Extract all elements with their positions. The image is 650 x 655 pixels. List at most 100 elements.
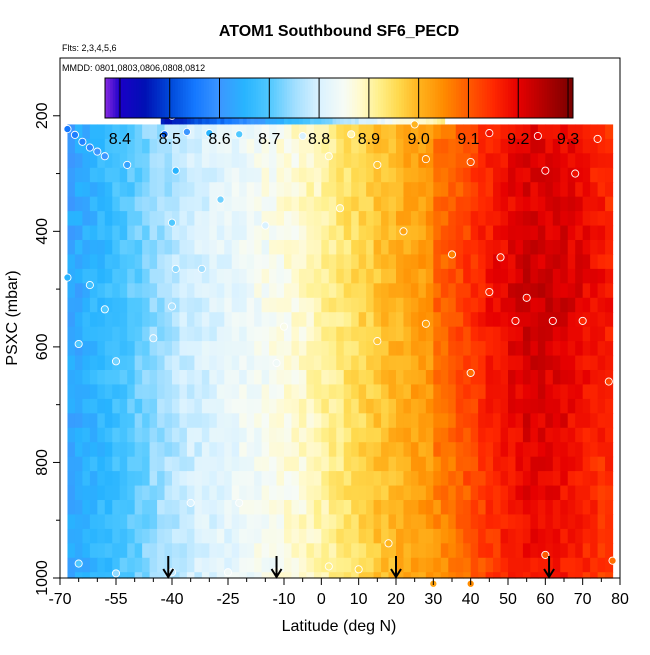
- heatmap-cell: [433, 283, 442, 299]
- heatmap-cell: [246, 297, 255, 313]
- colorbar-segment: [391, 78, 395, 118]
- heatmap-cell: [381, 398, 390, 414]
- heatmap-cell: [67, 341, 76, 357]
- heatmap-cell: [403, 225, 412, 241]
- colorbar-segment: [193, 78, 197, 118]
- y-axis-label: PSXC (mbar): [4, 270, 21, 365]
- heatmap-cell: [142, 312, 151, 328]
- heatmap-cell: [508, 341, 517, 357]
- heatmap-cell: [306, 355, 315, 371]
- heatmap-cell: [575, 456, 584, 472]
- heatmap-cell: [172, 500, 181, 516]
- heatmap-cell: [567, 500, 576, 516]
- heatmap-cell: [508, 572, 517, 579]
- heatmap-cell: [567, 138, 576, 154]
- heatmap-cell: [186, 485, 195, 501]
- heatmap-cell: [276, 182, 285, 198]
- heatmap-cell: [239, 225, 248, 241]
- heatmap-cell: [239, 138, 248, 154]
- heatmap-cell: [448, 167, 457, 183]
- heatmap-cell: [231, 485, 240, 501]
- heatmap-cell: [440, 557, 449, 573]
- heatmap-cell: [231, 370, 240, 386]
- colorbar-segment: [149, 78, 153, 118]
- heatmap-cell: [82, 485, 91, 501]
- heatmap-cell: [463, 528, 472, 544]
- heatmap-cell: [112, 384, 121, 400]
- heatmap-cell: [239, 471, 248, 487]
- heatmap-cell: [89, 427, 98, 443]
- heatmap-cell: [269, 471, 278, 487]
- heatmap-cell: [254, 124, 263, 140]
- heatmap-cell: [194, 167, 203, 183]
- heatmap-cell: [605, 182, 614, 198]
- heatmap-cell: [321, 268, 330, 284]
- heatmap-cell: [269, 167, 278, 183]
- heatmap-cell: [112, 283, 121, 299]
- heatmap-cell: [455, 182, 464, 198]
- heatmap-cell: [590, 543, 599, 559]
- heatmap-cell: [597, 442, 606, 458]
- heatmap-cell: [418, 384, 427, 400]
- heatmap-cell: [493, 456, 502, 472]
- sample-point: [511, 316, 520, 325]
- heatmap-cell: [291, 572, 300, 579]
- heatmap-cell: [433, 514, 442, 530]
- heatmap-cell: [194, 182, 203, 198]
- heatmap-cell: [157, 427, 166, 443]
- heatmap-cell: [448, 413, 457, 429]
- colorbar-segment: [284, 78, 288, 118]
- heatmap-cell: [201, 370, 210, 386]
- heatmap-cell: [284, 485, 293, 501]
- heatmap-cell: [67, 557, 76, 573]
- heatmap-cell: [515, 211, 524, 227]
- heatmap-cell: [89, 225, 98, 241]
- heatmap-cell: [216, 153, 225, 169]
- heatmap-cell: [142, 283, 151, 299]
- heatmap-cell: [522, 442, 531, 458]
- heatmap-cell: [530, 384, 539, 400]
- heatmap-cell: [172, 124, 181, 140]
- heatmap-cell: [336, 341, 345, 357]
- heatmap-cell: [478, 225, 487, 241]
- heatmap-cell: [530, 196, 539, 212]
- heatmap-cell: [500, 138, 509, 154]
- heatmap-cell: [343, 572, 352, 579]
- heatmap-cell: [201, 138, 210, 154]
- heatmap-cell: [440, 384, 449, 400]
- colorbar-segment: [305, 78, 309, 118]
- heatmap-cell: [530, 312, 539, 328]
- colorbar-tick-label: 9.2: [507, 131, 529, 148]
- heatmap-cell: [216, 254, 225, 270]
- heatmap-cell: [552, 124, 561, 140]
- heatmap-cell: [321, 167, 330, 183]
- heatmap-cell: [470, 427, 479, 443]
- axes: -70 -55 -40 -25 -10 0 10 20 30 40 50 60 70 8020040060…: [34, 57, 629, 608]
- sample-point: [197, 264, 206, 273]
- colorbar-segment: [183, 78, 187, 118]
- heatmap-cell: [246, 124, 255, 140]
- heatmap-cell: [224, 225, 233, 241]
- heatmap-cell: [186, 153, 195, 169]
- heatmap-cell: [463, 240, 472, 256]
- heatmap-cell: [478, 442, 487, 458]
- heatmap-cell: [313, 312, 322, 328]
- heatmap-cell: [216, 442, 225, 458]
- heatmap-cell: [493, 557, 502, 573]
- heatmap-cell: [224, 500, 233, 516]
- heatmap-cell: [433, 557, 442, 573]
- heatmap-cell: [545, 384, 554, 400]
- heatmap-cell: [172, 153, 181, 169]
- heatmap-cell: [239, 543, 248, 559]
- sample-point: [421, 155, 430, 164]
- heatmap-cell: [448, 254, 457, 270]
- heatmap-cell: [291, 153, 300, 169]
- heatmap-cell: [112, 312, 121, 328]
- heatmap-cell: [567, 283, 576, 299]
- heatmap-cell: [597, 283, 606, 299]
- heatmap-cell: [373, 543, 382, 559]
- heatmap-cell: [351, 167, 360, 183]
- heatmap-cell: [530, 485, 539, 501]
- heatmap-cell: [97, 268, 106, 284]
- heatmap-cell: [366, 153, 375, 169]
